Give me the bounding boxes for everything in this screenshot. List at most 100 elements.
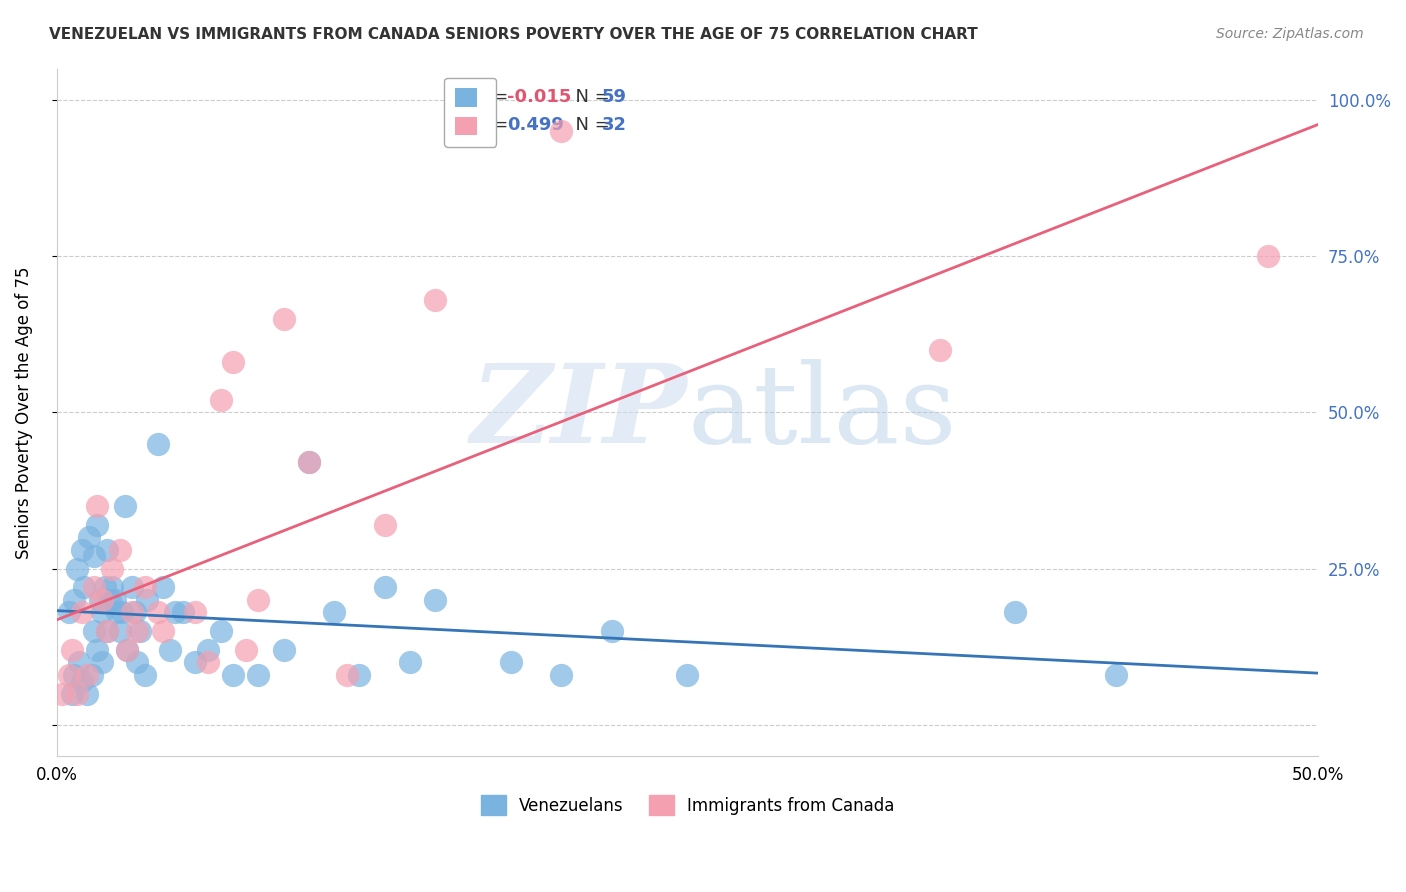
Point [76,687,98,701]
Point [117,643,139,657]
Point [63,593,86,607]
Point [197,643,219,657]
Point [128,624,150,639]
Point [70,674,93,689]
Text: VENEZUELAN VS IMMIGRANTS FROM CANADA SENIORS POVERTY OVER THE AGE OF 75 CORRELAT: VENEZUELAN VS IMMIGRANTS FROM CANADA SEN… [49,27,979,42]
Text: R =: R = [475,88,515,106]
Point [146,606,169,620]
Point [127,656,149,670]
Text: 0.499: 0.499 [508,116,564,134]
Point [423,593,446,607]
Point [222,668,245,682]
Point [152,624,174,639]
Point [111,606,134,620]
Point [247,668,270,682]
Point [499,656,522,670]
Point [117,643,139,657]
Point [96,624,118,639]
Point [58,668,80,682]
Text: atlas: atlas [688,359,957,466]
Text: 32: 32 [602,116,627,134]
Point [89,593,111,607]
Point [98,593,121,607]
Text: ZIP: ZIP [471,359,688,467]
Point [134,668,156,682]
Point [108,543,131,558]
Point [127,624,149,639]
Point [298,455,321,469]
Point [80,668,103,682]
Point [63,668,86,682]
Point [550,124,572,138]
Point [121,581,143,595]
Point [374,581,396,595]
Point [104,593,127,607]
Point [1105,668,1128,682]
Point [136,593,159,607]
Point [51,687,73,701]
Y-axis label: Seniors Poverty Over the Age of 75: Seniors Poverty Over the Age of 75 [15,266,32,558]
Point [152,581,174,595]
Point [79,531,101,545]
Legend: Venezuelans, Immigrants from Canada: Venezuelans, Immigrants from Canada [472,787,903,823]
Point [235,643,257,657]
Point [222,355,245,369]
Point [124,606,146,620]
Point [323,606,346,620]
Text: Source: ZipAtlas.com: Source: ZipAtlas.com [1216,27,1364,41]
Point [108,624,131,639]
Point [58,606,80,620]
Point [83,549,105,564]
Point [66,562,89,576]
Point [928,343,950,357]
Point [91,606,114,620]
Point [159,643,181,657]
Point [399,656,422,670]
Text: N =: N = [564,116,616,134]
Point [273,311,295,326]
Point [73,581,96,595]
Point [349,668,371,682]
Point [247,593,270,607]
Point [67,656,90,670]
Point [121,606,143,620]
Point [105,606,128,620]
Point [96,543,118,558]
Point [101,562,124,576]
Point [60,643,83,657]
Point [91,593,114,607]
Point [298,455,321,469]
Point [1257,249,1279,263]
Text: N =: N = [564,88,616,106]
Point [83,624,105,639]
Point [184,606,207,620]
Point [83,581,105,595]
Point [209,392,232,407]
Point [70,543,93,558]
Point [374,517,396,532]
Text: 59: 59 [602,88,627,106]
Point [600,624,623,639]
Point [60,687,83,701]
Point [550,668,572,682]
Point [209,624,232,639]
Point [146,436,169,450]
Point [172,606,194,620]
Point [66,687,89,701]
Point [86,499,108,513]
Point [165,606,187,620]
Point [336,668,359,682]
Point [134,581,156,595]
Point [86,643,108,657]
Point [197,656,219,670]
Point [423,293,446,307]
Point [93,581,115,595]
Point [91,656,114,670]
Point [101,581,124,595]
Text: -0.015: -0.015 [508,88,571,106]
Point [86,517,108,532]
Point [76,668,98,682]
Point [1004,606,1026,620]
Point [114,499,136,513]
Point [184,656,207,670]
